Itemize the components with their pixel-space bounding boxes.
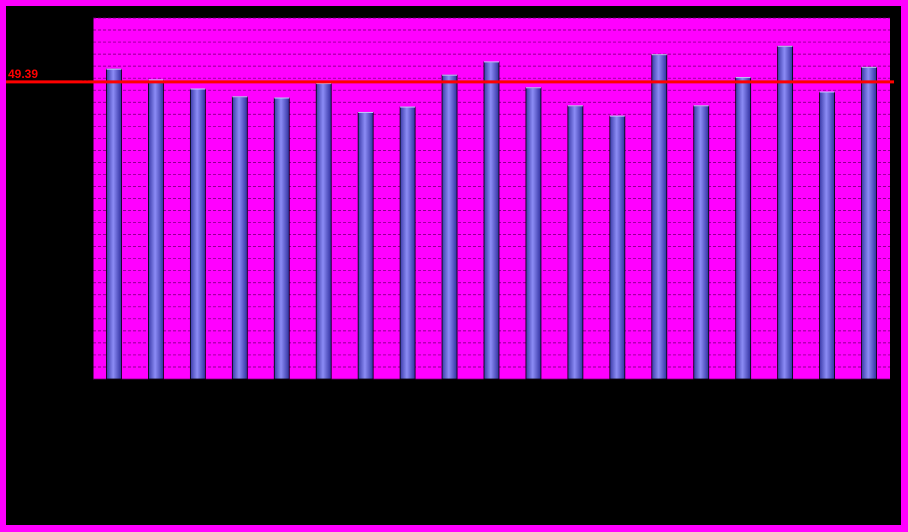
- category-label: Бакчарский: [151, 394, 163, 455]
- y-tick-label: 56: [81, 40, 89, 47]
- y-tick-label: 34: [81, 172, 89, 179]
- bar: [609, 115, 626, 380]
- bar: [693, 105, 710, 380]
- bar: [148, 79, 164, 380]
- y-tick-label: 54: [81, 52, 89, 59]
- category-label: Кривошеинский: [403, 394, 415, 477]
- bar: [441, 74, 458, 380]
- y-tick-label: 38: [81, 148, 89, 155]
- y-tick-label: 46: [81, 100, 89, 107]
- bar: [735, 77, 752, 380]
- y-tick-label: 24: [81, 232, 89, 239]
- y-tick-label: 28: [81, 208, 89, 215]
- y-tick-label: 52: [81, 64, 89, 71]
- category-label: Каргасокский: [277, 394, 289, 465]
- category-label: Томский: [612, 394, 624, 438]
- bar: [315, 83, 332, 380]
- y-tick-label: 36: [81, 160, 89, 167]
- category-label: Парабельский: [487, 394, 499, 466]
- bar: [819, 91, 835, 380]
- category-label: г. Стрежевой: [822, 394, 834, 459]
- bar: [357, 112, 374, 380]
- y-tick-label: 40: [81, 136, 89, 143]
- y-tick-label: 0: [85, 377, 89, 384]
- bar: [777, 45, 794, 380]
- category-label: Колпашевский: [361, 394, 373, 470]
- y-tick-label: 18: [81, 268, 89, 275]
- y-tick-label: 60: [81, 16, 89, 23]
- bar: [651, 54, 668, 380]
- category-label: Зырянский: [235, 394, 247, 451]
- y-tick-label: 30: [81, 196, 89, 203]
- bar-chart: 49.39 0246810121416182022242628303234363…: [6, 16, 894, 487]
- y-tick-label: 58: [81, 28, 89, 35]
- y-tick-label: 50: [81, 76, 89, 83]
- bar: [567, 105, 584, 380]
- category-label: Чаинский: [654, 394, 666, 445]
- category-label: Тегульдетский: [570, 394, 582, 469]
- category-label: г. Томск (без НОУ): [864, 395, 876, 487]
- category-label: Кожевниковский: [319, 394, 331, 480]
- y-tick-label: 20: [81, 256, 89, 263]
- category-label: Верхнекетский: [193, 394, 205, 470]
- x-axis-labels: Асиновский Бакчарский Верхнекетский Зырянск…: [109, 394, 876, 487]
- category-label: Молчановский: [445, 394, 457, 470]
- chart-frame: 49.39 0 2 4 6 8 10 12 14 16 18 20 22 24 26 28 30 32 34 36 3…: [6, 6, 901, 525]
- reference-line-group: 49.39: [6, 67, 894, 84]
- y-tick-label: 16: [81, 280, 89, 287]
- y-tick-label: 10: [81, 316, 89, 323]
- bar: [189, 88, 206, 380]
- y-tick-label: 8: [85, 328, 89, 335]
- y-tick-label: 2: [85, 364, 89, 371]
- y-axis-ticks: 0246810121416182022242628303234363840424…: [81, 16, 89, 384]
- bar: [399, 106, 416, 380]
- bar: [861, 66, 877, 380]
- category-label: г. Северск: [780, 394, 792, 445]
- category-label: Шегарский: [696, 394, 708, 452]
- y-tick-label: 6: [85, 340, 89, 347]
- y-tick-label: 12: [81, 304, 89, 311]
- grid-lines: [92, 17, 890, 380]
- bar: [231, 96, 248, 380]
- category-label: Первомайский: [528, 394, 540, 469]
- y-tick-label: 48: [81, 88, 89, 95]
- y-tick-label: 32: [81, 184, 89, 191]
- y-tick-label: 14: [81, 292, 89, 299]
- y-tick-label: 4: [85, 352, 89, 359]
- category-label: г. Кедровый: [738, 394, 750, 454]
- bar: [106, 68, 122, 380]
- y-tick-label: 44: [81, 112, 89, 119]
- category-label: Асиновский: [109, 394, 121, 455]
- y-tick-label: 42: [81, 124, 89, 131]
- reference-line-label: 49.39: [8, 67, 38, 81]
- bar: [273, 97, 290, 380]
- y-tick-label: 22: [81, 244, 89, 251]
- bars: [106, 45, 877, 380]
- y-tick-label: 26: [81, 220, 89, 227]
- bar: [483, 61, 500, 380]
- bar: [525, 87, 542, 380]
